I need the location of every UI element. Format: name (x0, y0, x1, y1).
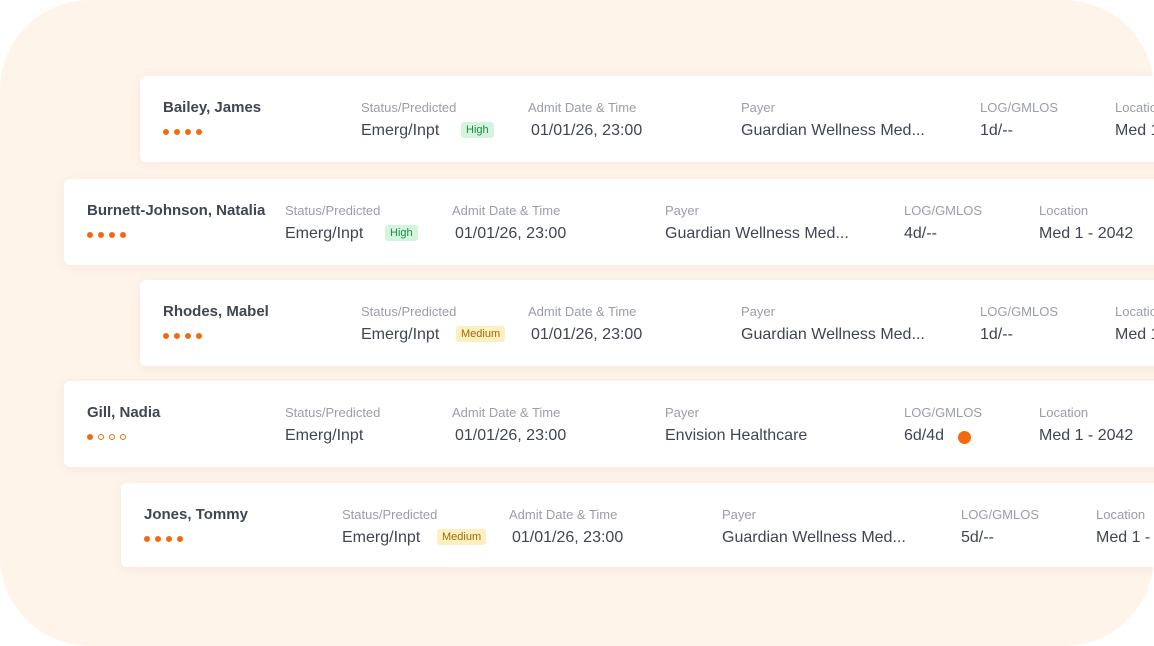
payer: Guardian Wellness Med... (665, 225, 849, 242)
risk-dot (120, 232, 126, 238)
field-label: LOG/GMLOS (980, 100, 1059, 115)
field-label: Payer (741, 100, 775, 115)
patient-row[interactable]: Burnett-Johnson, Natalia Status/Predicted… (64, 179, 1154, 265)
field-label: Admit Date & Time (509, 507, 618, 522)
location: Med 1 - 2042 (1039, 225, 1134, 242)
los: 1d/-- (980, 122, 1013, 139)
patient-name: Gill, Nadia (87, 404, 161, 421)
field-label: Admit Date & Time (528, 100, 637, 115)
risk-dot (87, 232, 93, 238)
patient-row[interactable]: Jones, Tommy Status/Predicted Admit Date &… (121, 483, 1154, 567)
los-alert (958, 431, 971, 444)
predicted-badge: High (385, 225, 418, 241)
risk-dot (177, 536, 183, 542)
risk-dot (185, 333, 191, 339)
status: Emerg/Inpt (361, 122, 440, 139)
risk-dot (155, 536, 161, 542)
field-label: Location (1115, 100, 1154, 115)
field-label: Payer (665, 405, 699, 420)
field-label: Admit Date & Time (528, 304, 637, 319)
patient-name: Burnett-Johnson, Natalia (87, 202, 266, 219)
field-label: Location (1096, 507, 1146, 522)
field-label: Payer (722, 507, 756, 522)
field-label: Payer (665, 203, 699, 218)
payer: Guardian Wellness Med... (741, 122, 925, 139)
payer: Envision Healthcare (665, 427, 808, 444)
predicted-badge: Medium (437, 529, 487, 545)
field-label: Location (1115, 304, 1154, 319)
risk-dot (174, 129, 180, 135)
predicted-badge: Medium (456, 326, 506, 342)
patient-row[interactable]: Rhodes, Mabel Status/Predicted Admit Date … (140, 280, 1154, 366)
risk-dot (196, 129, 202, 135)
field-label: Admit Date & Time (452, 405, 561, 420)
status: Emerg/Inpt (361, 326, 440, 343)
risk-dot (196, 333, 202, 339)
field-label: LOG/GMLOS (904, 405, 983, 420)
patient-name: Rhodes, Mabel (163, 303, 269, 320)
patient-name: Jones, Tommy (144, 506, 248, 523)
los: 5d/-- (961, 529, 994, 546)
risk-dot (166, 536, 172, 542)
los: 1d/-- (980, 326, 1013, 343)
admit-date: 01/01/26, 23:00 (455, 225, 567, 242)
status: Emerg/Inpt (285, 225, 364, 242)
patient-name: Bailey, James (163, 99, 262, 116)
location: Med 1 - 2042 (1115, 122, 1154, 139)
risk-dot (98, 232, 104, 238)
admit-date: 01/01/26, 23:00 (531, 122, 643, 139)
risk-dot (109, 434, 115, 440)
location: Med 1 - 2042 (1115, 326, 1154, 343)
risk-dot (87, 434, 93, 440)
field-label: LOG/GMLOS (904, 203, 983, 218)
location: Med 1 - 2042 (1096, 529, 1154, 546)
admit-date: 01/01/26, 23:00 (531, 326, 643, 343)
field-label: Status/Predicted (285, 203, 381, 218)
los: 6d/4d (904, 427, 945, 444)
field-label: Location (1039, 203, 1089, 218)
field-label: LOG/GMLOS (980, 304, 1059, 319)
field-label: LOG/GMLOS (961, 507, 1040, 522)
location: Med 1 - 2042 (1039, 427, 1134, 444)
field-label: Status/Predicted (285, 405, 381, 420)
predicted-badge: High (461, 122, 494, 138)
risk-dot (174, 333, 180, 339)
admit-date: 01/01/26, 23:00 (455, 427, 567, 444)
risk-dot (185, 129, 191, 135)
risk-dot (109, 232, 115, 238)
field-label: Status/Predicted (361, 100, 457, 115)
field-label: Admit Date & Time (452, 203, 561, 218)
field-label: Payer (741, 304, 775, 319)
risk-dot (120, 434, 126, 440)
field-label: Status/Predicted (361, 304, 457, 319)
risk-dot (163, 333, 169, 339)
patient-row[interactable]: Bailey, James Status/Predicted Admit Date … (140, 76, 1154, 162)
status: Emerg/Inpt (342, 529, 421, 546)
payer: Guardian Wellness Med... (722, 529, 906, 546)
risk-dot (98, 434, 104, 440)
risk-dot (144, 536, 150, 542)
payer: Guardian Wellness Med... (741, 326, 925, 343)
admit-date: 01/01/26, 23:00 (512, 529, 624, 546)
patient-row[interactable]: Gill, Nadia Status/Predicted Admit Date & … (64, 381, 1154, 467)
status: Emerg/Inpt (285, 427, 364, 444)
risk-dot (163, 129, 169, 135)
field-label: Location (1039, 405, 1089, 420)
field-label: Status/Predicted (342, 507, 438, 522)
los: 4d/-- (904, 225, 937, 242)
